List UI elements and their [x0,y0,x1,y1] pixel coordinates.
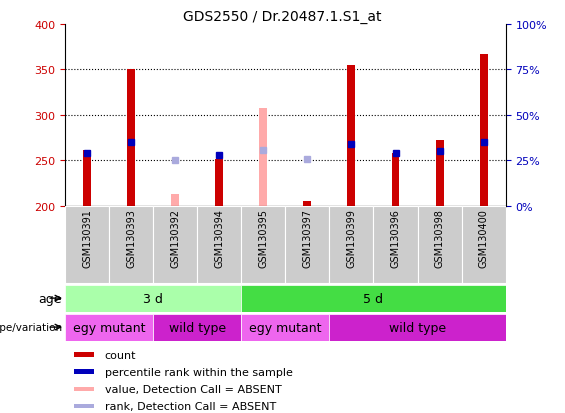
Text: count: count [105,350,136,360]
Bar [74,404,94,408]
Text: GSM130394: GSM130394 [214,209,224,268]
Text: egy mutant: egy mutant [73,321,145,334]
Text: GSM130391: GSM130391 [82,209,92,268]
Bar [285,206,329,283]
Text: 3 d: 3 d [143,292,163,305]
Bar [74,370,94,374]
Bar [462,206,506,283]
Text: rank, Detection Call = ABSENT: rank, Detection Call = ABSENT [105,401,276,411]
Text: GSM130395: GSM130395 [258,209,268,268]
Text: egy mutant: egy mutant [249,321,321,334]
Bar [303,202,311,206]
Bar [480,55,488,206]
Text: age: age [38,292,62,305]
Text: value, Detection Call = ABSENT: value, Detection Call = ABSENT [105,384,281,394]
Bar [329,314,506,341]
Text: 5 d: 5 d [363,292,384,305]
Bar [241,206,285,283]
Text: GSM130399: GSM130399 [346,209,357,268]
Text: GSM130396: GSM130396 [390,209,401,268]
Text: GDS2550 / Dr.20487.1.S1_at: GDS2550 / Dr.20487.1.S1_at [183,10,382,24]
Text: GSM130393: GSM130393 [126,209,136,268]
Text: GSM130397: GSM130397 [302,209,312,268]
Bar [65,314,153,341]
Bar [373,206,418,283]
Bar [74,387,94,391]
Text: genotype/variation: genotype/variation [0,322,62,332]
Bar [83,150,91,206]
Bar [171,195,179,206]
Text: wild type: wild type [168,321,226,334]
Bar [329,206,373,283]
Bar [109,206,153,283]
Bar [436,140,444,206]
Bar [153,206,197,283]
Bar [418,206,462,283]
Text: percentile rank within the sample: percentile rank within the sample [105,367,293,377]
Bar [197,206,241,283]
Bar [241,285,506,312]
Bar [65,206,109,283]
Bar [392,154,399,206]
Bar [347,66,355,206]
Bar [127,70,135,206]
Bar [65,285,241,312]
Bar [74,353,94,357]
Text: GSM130392: GSM130392 [170,209,180,268]
Text: GSM130400: GSM130400 [479,209,489,268]
Bar [259,108,267,206]
Bar [215,159,223,206]
Text: wild type: wild type [389,321,446,334]
Text: GSM130398: GSM130398 [434,209,445,268]
Bar [241,314,329,341]
Bar [153,314,241,341]
